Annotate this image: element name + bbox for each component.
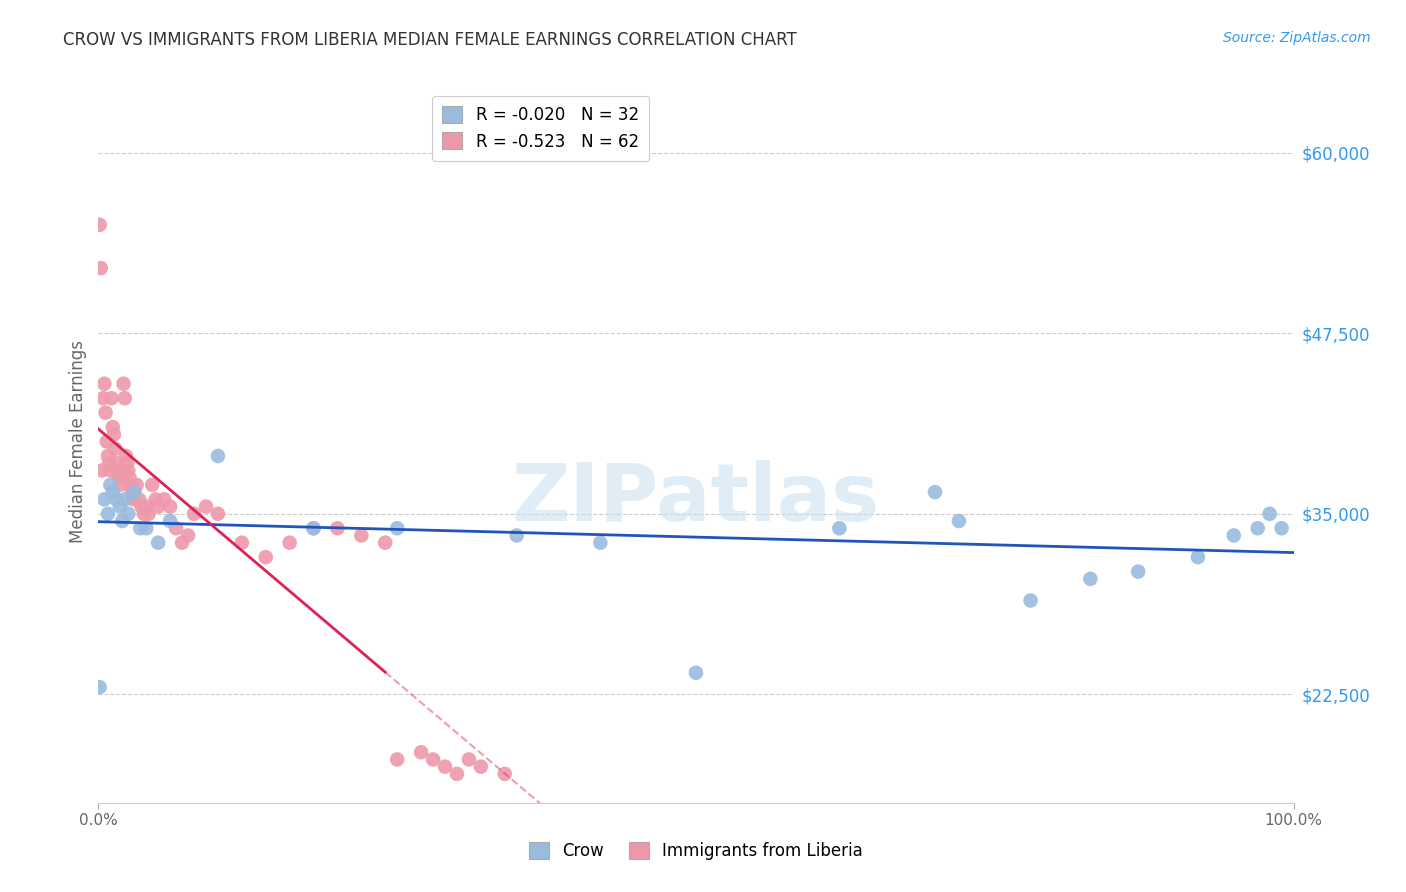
Point <box>207 507 229 521</box>
Point <box>506 528 529 542</box>
Point <box>101 485 124 500</box>
Point <box>98 478 122 492</box>
Point <box>172 535 194 549</box>
Point <box>135 500 157 514</box>
Point <box>589 535 612 549</box>
Point <box>117 507 139 521</box>
Point <box>107 463 129 477</box>
Point <box>1187 550 1209 565</box>
Point <box>98 463 122 477</box>
Point <box>105 456 128 470</box>
Point <box>1223 528 1246 542</box>
Point <box>148 500 170 514</box>
Point <box>159 500 181 514</box>
Point <box>458 752 481 766</box>
Point <box>385 752 409 766</box>
Text: ZIPatlas: ZIPatlas <box>512 460 880 539</box>
Point <box>111 463 134 477</box>
Point <box>112 376 135 391</box>
Point <box>115 456 138 470</box>
Legend: Crow, Immigrants from Liberia: Crow, Immigrants from Liberia <box>522 835 870 867</box>
Point <box>96 434 118 449</box>
Point <box>159 514 181 528</box>
Point <box>104 442 127 456</box>
Point <box>103 427 125 442</box>
Text: CROW VS IMMIGRANTS FROM LIBERIA MEDIAN FEMALE EARNINGS CORRELATION CHART: CROW VS IMMIGRANTS FROM LIBERIA MEDIAN F… <box>63 31 797 49</box>
Point <box>89 218 111 232</box>
Point <box>1019 593 1042 607</box>
Point <box>350 528 373 542</box>
Point <box>231 535 253 549</box>
Point <box>128 492 150 507</box>
Point <box>422 752 444 766</box>
Point <box>924 485 946 500</box>
Point <box>145 492 167 507</box>
Point <box>326 521 349 535</box>
Y-axis label: Median Female Earnings: Median Female Earnings <box>69 340 87 543</box>
Point <box>100 391 122 405</box>
Point <box>254 550 277 565</box>
Point <box>120 478 142 492</box>
Point <box>124 485 146 500</box>
Point <box>131 500 153 514</box>
Point <box>93 376 115 391</box>
Point <box>125 478 148 492</box>
Point <box>494 767 516 781</box>
Point <box>90 261 112 276</box>
Point <box>101 420 124 434</box>
Point <box>183 507 205 521</box>
Point <box>114 391 136 405</box>
Point <box>1247 521 1270 535</box>
Point <box>195 500 218 514</box>
Point <box>97 507 120 521</box>
Point <box>132 507 155 521</box>
Point <box>153 492 176 507</box>
Point <box>278 535 301 549</box>
Point <box>105 492 128 507</box>
Point <box>118 471 141 485</box>
Point <box>91 391 114 405</box>
Point <box>117 463 139 477</box>
Point <box>148 535 170 549</box>
Point <box>115 449 138 463</box>
Point <box>114 492 136 507</box>
Point <box>108 478 131 492</box>
Point <box>97 449 120 463</box>
Point <box>93 492 115 507</box>
Point <box>121 485 143 500</box>
Point <box>107 471 129 485</box>
Point <box>165 521 187 535</box>
Point <box>1128 565 1150 579</box>
Point <box>89 680 111 694</box>
Point <box>685 665 707 680</box>
Point <box>111 514 134 528</box>
Point <box>207 449 229 463</box>
Point <box>302 521 325 535</box>
Point <box>138 507 160 521</box>
Point <box>108 500 131 514</box>
Point <box>177 528 200 542</box>
Point <box>124 485 146 500</box>
Point <box>1258 507 1281 521</box>
Point <box>135 521 157 535</box>
Point <box>434 760 457 774</box>
Point <box>141 478 163 492</box>
Point <box>374 535 396 549</box>
Point <box>94 406 117 420</box>
Point <box>1271 521 1294 535</box>
Point <box>446 767 468 781</box>
Point <box>302 521 325 535</box>
Point <box>91 463 114 477</box>
Point <box>98 456 121 470</box>
Point <box>411 745 433 759</box>
Point <box>385 521 409 535</box>
Point <box>948 514 970 528</box>
Point <box>122 492 145 507</box>
Point <box>1080 572 1102 586</box>
Point <box>129 521 152 535</box>
Point <box>470 760 492 774</box>
Point <box>828 521 851 535</box>
Point <box>110 471 132 485</box>
Text: Source: ZipAtlas.com: Source: ZipAtlas.com <box>1223 31 1371 45</box>
